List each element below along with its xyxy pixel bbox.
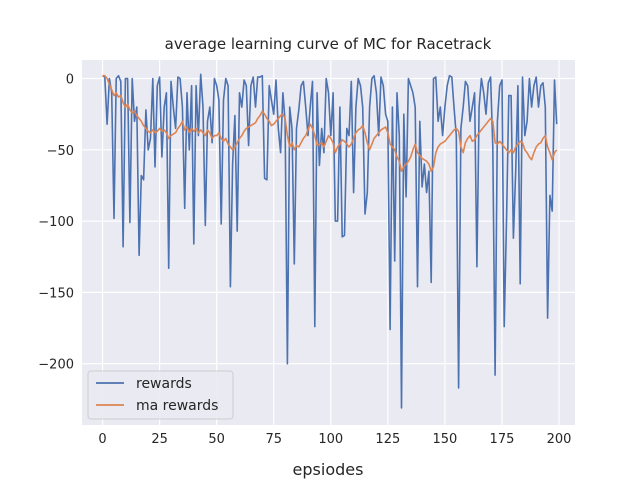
legend-label-rewards: rewards — [136, 376, 192, 392]
x-tick-label: 150 — [432, 432, 457, 447]
y-tick-label: −150 — [38, 286, 74, 301]
y-tick-label: 0 — [66, 73, 74, 88]
legend-label-ma-rewards: ma rewards — [136, 398, 218, 414]
series-line-rewards — [102, 73, 558, 409]
y-axis-ticks: 0 −50 −100 −150 −200 — [38, 73, 74, 373]
x-tick-label: 75 — [265, 432, 282, 447]
x-tick-label: 50 — [208, 432, 225, 447]
x-axis-label: epsiodes — [293, 460, 364, 479]
legend-box — [87, 370, 234, 420]
x-tick-label: 175 — [490, 432, 515, 447]
y-tick-label: −200 — [38, 358, 74, 373]
x-tick-label: 125 — [375, 432, 400, 447]
series-lines — [102, 73, 558, 409]
y-tick-label: −100 — [38, 215, 74, 230]
x-tick-label: 25 — [151, 432, 168, 447]
x-tick-label: 100 — [318, 432, 343, 447]
legend: rewards ma rewards — [87, 370, 234, 420]
x-tick-label: 0 — [98, 432, 106, 447]
y-tick-label: −50 — [47, 144, 74, 159]
x-tick-label: 200 — [547, 432, 572, 447]
chart-title: average learning curve of MC for Racetra… — [165, 35, 492, 53]
x-axis-ticks: 0 25 50 75 100 125 150 175 200 — [98, 432, 571, 447]
series-line-ma-rewards — [102, 74, 558, 172]
